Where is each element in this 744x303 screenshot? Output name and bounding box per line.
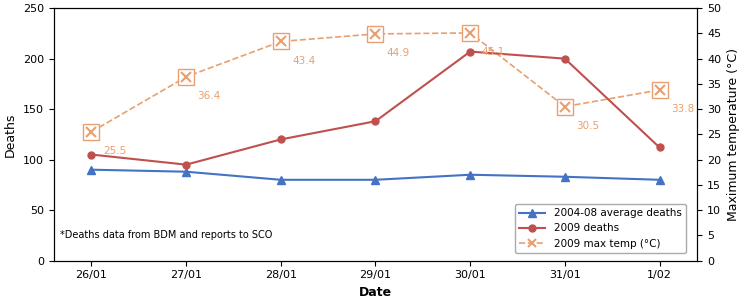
Text: 43.4: 43.4 — [292, 56, 315, 66]
Text: 30.5: 30.5 — [577, 121, 600, 131]
2009 deaths — [560, 57, 569, 61]
2004-08 average deaths — [276, 178, 285, 181]
2009 deaths — [87, 153, 96, 156]
2009 deaths — [466, 50, 475, 53]
Text: *Deaths data from BDM and reports to SCO: *Deaths data from BDM and reports to SCO — [60, 230, 272, 240]
2009 deaths — [371, 119, 380, 123]
2009 deaths — [655, 146, 664, 149]
Text: 25.5: 25.5 — [103, 146, 126, 156]
Text: 45.1: 45.1 — [481, 47, 504, 57]
Line: 2004-08 average deaths: 2004-08 average deaths — [87, 165, 664, 184]
2004-08 average deaths — [87, 168, 96, 171]
Text: 33.8: 33.8 — [671, 104, 694, 114]
Line: 2009 deaths: 2009 deaths — [88, 48, 663, 168]
2009 deaths — [182, 163, 190, 166]
Text: 44.9: 44.9 — [387, 48, 410, 58]
Text: 36.4: 36.4 — [197, 91, 221, 101]
2004-08 average deaths — [655, 178, 664, 181]
2009 deaths — [276, 138, 285, 141]
Y-axis label: Maximum temperature (°C): Maximum temperature (°C) — [727, 48, 740, 221]
Y-axis label: Deaths: Deaths — [4, 112, 17, 157]
2004-08 average deaths — [182, 170, 190, 174]
Legend: 2004-08 average deaths, 2009 deaths, 2009 max temp (°C): 2004-08 average deaths, 2009 deaths, 200… — [515, 204, 686, 253]
X-axis label: Date: Date — [359, 286, 392, 299]
2004-08 average deaths — [371, 178, 380, 181]
2004-08 average deaths — [560, 175, 569, 178]
2004-08 average deaths — [466, 173, 475, 177]
